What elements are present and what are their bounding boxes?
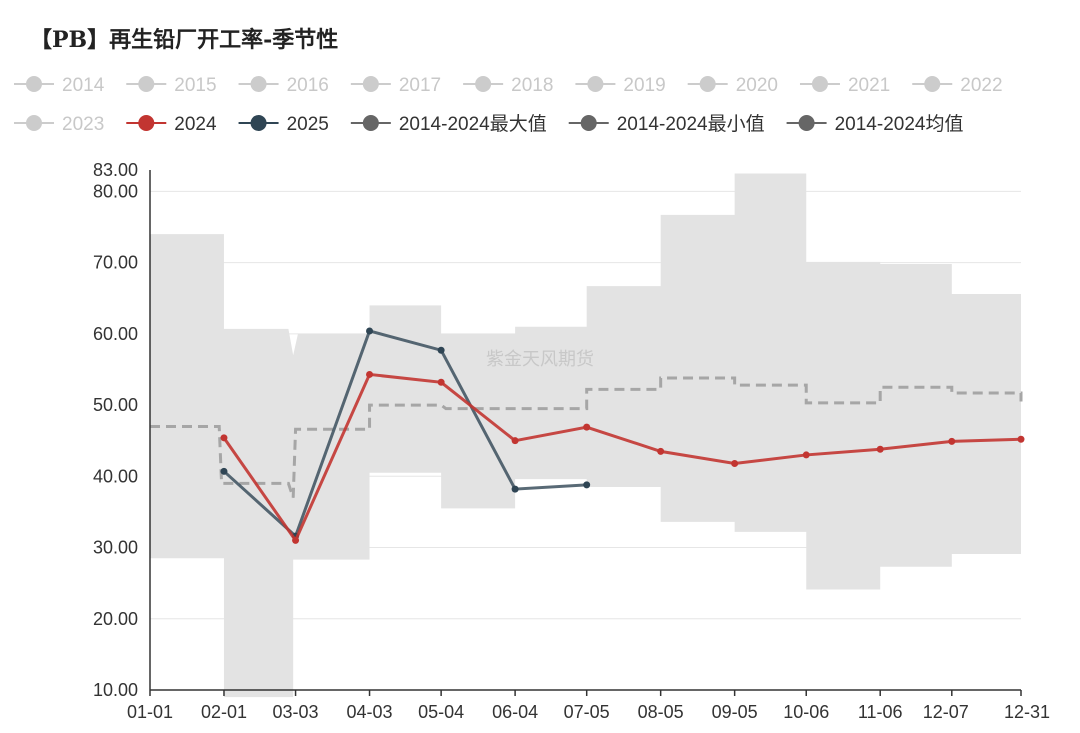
legend-marker — [138, 115, 155, 131]
legend-label: 2022 — [960, 75, 1002, 96]
legend-label: 2016 — [287, 75, 329, 96]
legend-label: 2014-2024最大值 — [399, 113, 547, 135]
legend-item-2014-2024均值[interactable]: 2014-2024均值 — [786, 113, 964, 135]
data-point — [583, 481, 591, 489]
legend: 2014 2015 2016 2017 2018 2019 2020 2021 2022 2023… — [14, 75, 1003, 135]
legend-label: 2018 — [511, 75, 553, 96]
series-2024 — [220, 370, 1025, 544]
x-tick-label: 12-31 — [1004, 702, 1050, 722]
legend-marker — [475, 76, 492, 92]
x-tick-label: 03-03 — [273, 702, 319, 722]
data-point — [220, 434, 228, 442]
data-point — [876, 445, 884, 453]
data-point — [366, 370, 374, 378]
legend-marker — [580, 115, 597, 131]
data-point — [437, 378, 445, 386]
legend-marker — [362, 115, 379, 131]
min-max-band — [150, 173, 1021, 698]
legend-marker — [362, 76, 379, 92]
data-point — [220, 467, 228, 475]
legend-label: 2014-2024均值 — [835, 113, 964, 135]
y-tick-label: 60.00 — [93, 324, 138, 344]
legend-item-2014-2024最小值[interactable]: 2014-2024最小值 — [568, 113, 765, 135]
legend-marker — [138, 76, 155, 92]
data-point — [583, 423, 591, 431]
data-point — [948, 437, 956, 445]
legend-item-2016[interactable]: 2016 — [238, 75, 329, 96]
x-tick-label: 06-04 — [492, 702, 538, 722]
x-tick-label: 02-01 — [201, 702, 247, 722]
watermark: 紫金天风期货 — [486, 349, 594, 370]
data-point — [366, 327, 374, 335]
legend-label: 2021 — [848, 75, 890, 96]
data-point — [731, 459, 739, 467]
legend-marker — [250, 76, 267, 92]
legend-marker — [587, 76, 604, 92]
legend-marker — [26, 115, 42, 131]
legend-item-2022[interactable]: 2022 — [912, 75, 1003, 96]
legend-item-2015[interactable]: 2015 — [126, 75, 217, 96]
legend-marker — [250, 115, 267, 131]
x-tick-label: 12-07 — [923, 702, 969, 722]
legend-item-2014[interactable]: 2014 — [14, 75, 105, 96]
legend-item-2021[interactable]: 2021 — [799, 75, 890, 96]
legend-item-2023[interactable]: 2023 — [14, 114, 104, 135]
x-tick-label: 08-05 — [638, 702, 684, 722]
legend-item-2025[interactable]: 2025 — [238, 114, 329, 135]
axes: 10.00 20.00 30.00 40.00 50.00 60.00 70.00 80.00… — [93, 160, 1050, 722]
series-lines — [220, 327, 1025, 544]
y-tick-label: 80.00 — [93, 181, 138, 201]
legend-label: 2024 — [174, 114, 217, 135]
y-tick-label: 40.00 — [93, 466, 138, 486]
data-point — [511, 437, 519, 445]
legend-marker — [798, 115, 815, 131]
legend-label: 2017 — [399, 75, 441, 96]
range-band — [150, 173, 1021, 698]
legend-item-2014-2024最大值[interactable]: 2014-2024最大值 — [350, 113, 547, 135]
data-point — [511, 485, 519, 493]
legend-label: 2019 — [623, 75, 665, 96]
y-tick-label: 30.00 — [93, 538, 138, 558]
average-line — [150, 376, 1023, 499]
y-tick-label: 20.00 — [93, 609, 138, 629]
legend-item-2017[interactable]: 2017 — [350, 75, 441, 96]
chart-title: 【PB】再生铅厂开工率-季节性 — [30, 27, 339, 53]
data-point — [657, 447, 665, 455]
x-tick-label: 04-03 — [347, 702, 393, 722]
x-tick-label: 10-06 — [783, 702, 829, 722]
legend-label: 2020 — [736, 75, 778, 96]
legend-item-2018[interactable]: 2018 — [463, 75, 553, 96]
legend-label: 2023 — [62, 114, 104, 135]
legend-label: 2015 — [174, 75, 216, 96]
legend-item-2019[interactable]: 2019 — [575, 75, 666, 96]
x-tick-label: 11-06 — [858, 702, 903, 722]
legend-marker — [924, 76, 941, 92]
legend-label: 2025 — [287, 114, 329, 135]
y-tick-label: 50.00 — [93, 395, 138, 415]
y-tick-label: 83.00 — [93, 160, 138, 180]
legend-label: 2014 — [62, 75, 105, 96]
data-point — [802, 451, 810, 459]
legend-marker — [699, 76, 716, 92]
series-line — [222, 372, 1022, 544]
y-tick-label: 70.00 — [93, 253, 138, 273]
legend-label: 2014-2024最小值 — [617, 113, 765, 135]
data-point — [437, 346, 445, 354]
x-tick-label: 05-04 — [418, 702, 464, 722]
legend-marker — [26, 76, 42, 92]
x-tick-label: 01-01 — [127, 702, 173, 722]
legend-item-2020[interactable]: 2020 — [687, 75, 778, 96]
legend-marker — [811, 76, 828, 92]
data-point — [292, 536, 300, 544]
data-point — [1017, 435, 1025, 443]
x-tick-label: 09-05 — [712, 702, 758, 722]
average-dashed-line — [150, 376, 1023, 499]
legend-item-2024[interactable]: 2024 — [126, 114, 217, 135]
y-tick-label: 10.00 — [93, 680, 138, 700]
x-tick-label: 07-05 — [564, 702, 610, 722]
